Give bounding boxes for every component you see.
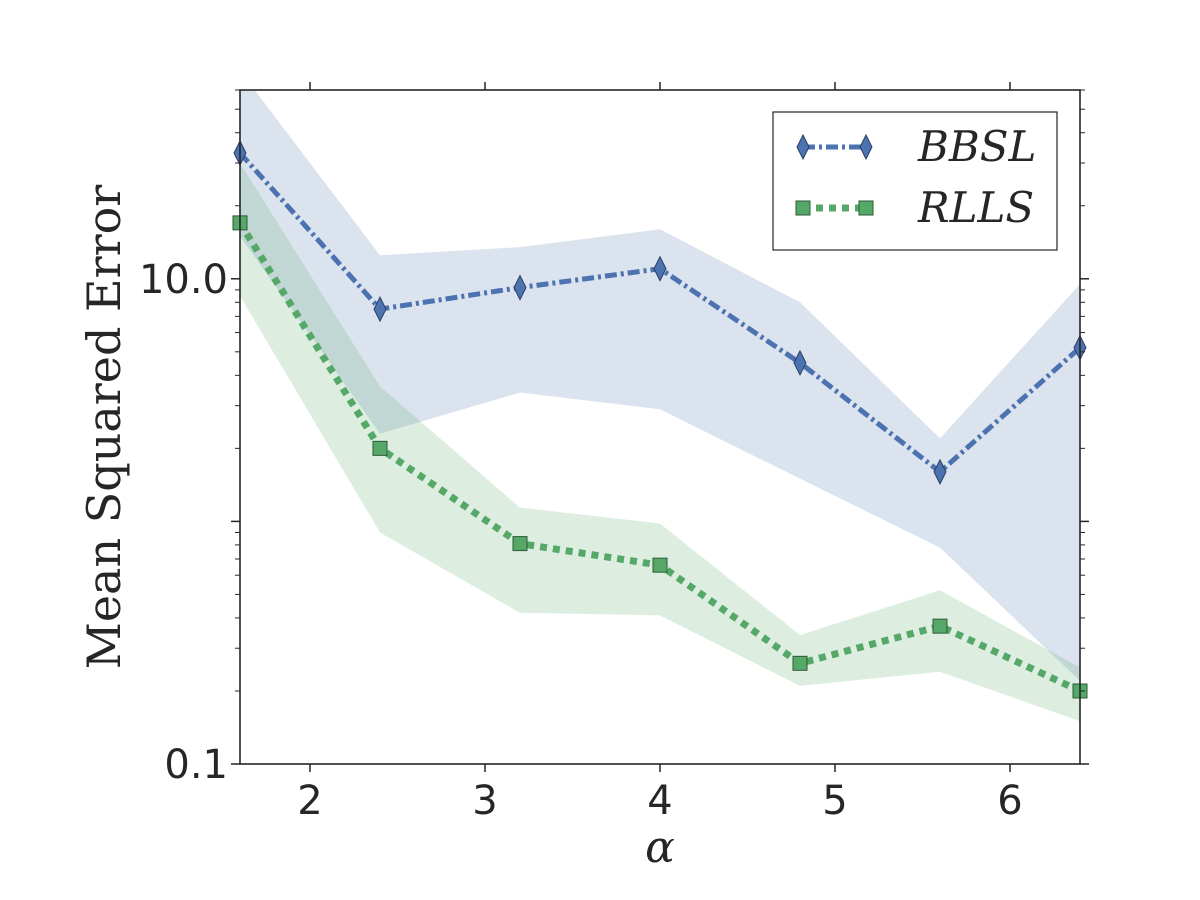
marker-rlls-2: [512, 536, 528, 552]
legend-label-rlls: RLLS: [917, 183, 1034, 232]
x-tick-label-6: 6: [997, 778, 1022, 824]
marker-bbsl-2: [513, 274, 527, 301]
axis-tick-labels: 2 3 4 5 6 0.1 10.0: [139, 257, 1023, 824]
marker-bbsl-5: [933, 458, 947, 485]
x-tick-label-2: 2: [297, 778, 322, 824]
marker-rlls-5: [932, 618, 948, 634]
marker-bbsl-4: [793, 349, 807, 377]
x-tick-label-4: 4: [647, 778, 672, 824]
legend-box: [772, 111, 1058, 251]
y-tick-label-1: 10.0: [139, 257, 228, 303]
legend-label-bbsl: BBSL: [917, 122, 1036, 171]
marker-bbsl-1: [373, 295, 387, 323]
legend-marker-rlls-end: [858, 200, 874, 216]
confidence-bands: [240, 90, 1080, 722]
band-bbsl: [240, 90, 1080, 681]
band-rlls: [240, 163, 1080, 722]
y-axis-label: Mean Squared Error: [77, 185, 131, 670]
x-tick-label-5: 5: [822, 778, 847, 824]
x-axis-label: α: [645, 822, 675, 873]
marker-rlls-4: [792, 655, 808, 671]
legend-marker-bbsl: [796, 133, 810, 161]
legend: BBSL RLLS: [772, 111, 1058, 251]
marker-rlls-1: [372, 440, 388, 456]
y-tick-label-0: 0.1: [164, 742, 228, 788]
legend-marker-rlls: [795, 200, 811, 216]
legend-marker-bbsl-end: [859, 133, 873, 161]
marker-bbsl-3: [653, 255, 667, 282]
axis-ticks: [231, 82, 1089, 772]
x-tick-label-3: 3: [472, 778, 497, 824]
marker-rlls-3: [652, 557, 668, 573]
